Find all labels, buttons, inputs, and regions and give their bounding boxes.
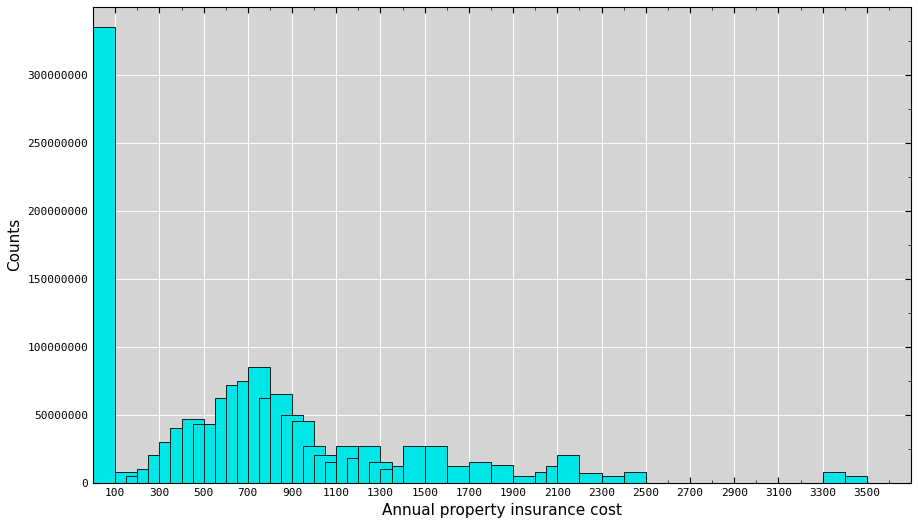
- Bar: [215, 398, 237, 482]
- Bar: [380, 469, 403, 482]
- Bar: [336, 446, 358, 482]
- Bar: [149, 456, 171, 482]
- Bar: [270, 394, 292, 482]
- Bar: [579, 473, 601, 482]
- Bar: [182, 419, 204, 482]
- Bar: [248, 367, 270, 482]
- Bar: [292, 422, 314, 482]
- Bar: [535, 472, 557, 482]
- Bar: [259, 398, 281, 482]
- Bar: [491, 465, 513, 482]
- Bar: [193, 424, 215, 482]
- Bar: [204, 424, 226, 482]
- Bar: [823, 472, 845, 482]
- Bar: [601, 476, 623, 482]
- Bar: [403, 446, 425, 482]
- Bar: [557, 456, 579, 482]
- Bar: [546, 466, 568, 482]
- Bar: [160, 442, 182, 482]
- Bar: [447, 466, 469, 482]
- Bar: [171, 428, 193, 482]
- Bar: [845, 476, 867, 482]
- Bar: [127, 476, 149, 482]
- Bar: [469, 462, 491, 482]
- X-axis label: Annual property insurance cost: Annual property insurance cost: [382, 503, 622, 518]
- Bar: [281, 415, 303, 482]
- Bar: [623, 472, 645, 482]
- Bar: [237, 381, 259, 482]
- Bar: [116, 472, 138, 482]
- Bar: [358, 446, 380, 482]
- Bar: [303, 446, 325, 482]
- Bar: [314, 456, 336, 482]
- Bar: [513, 476, 535, 482]
- Bar: [325, 462, 347, 482]
- Bar: [425, 446, 447, 482]
- Bar: [392, 466, 414, 482]
- Bar: [347, 458, 369, 482]
- Bar: [93, 27, 116, 482]
- Bar: [138, 469, 160, 482]
- Bar: [226, 385, 248, 482]
- Bar: [369, 462, 392, 482]
- Y-axis label: Counts: Counts: [7, 218, 22, 271]
